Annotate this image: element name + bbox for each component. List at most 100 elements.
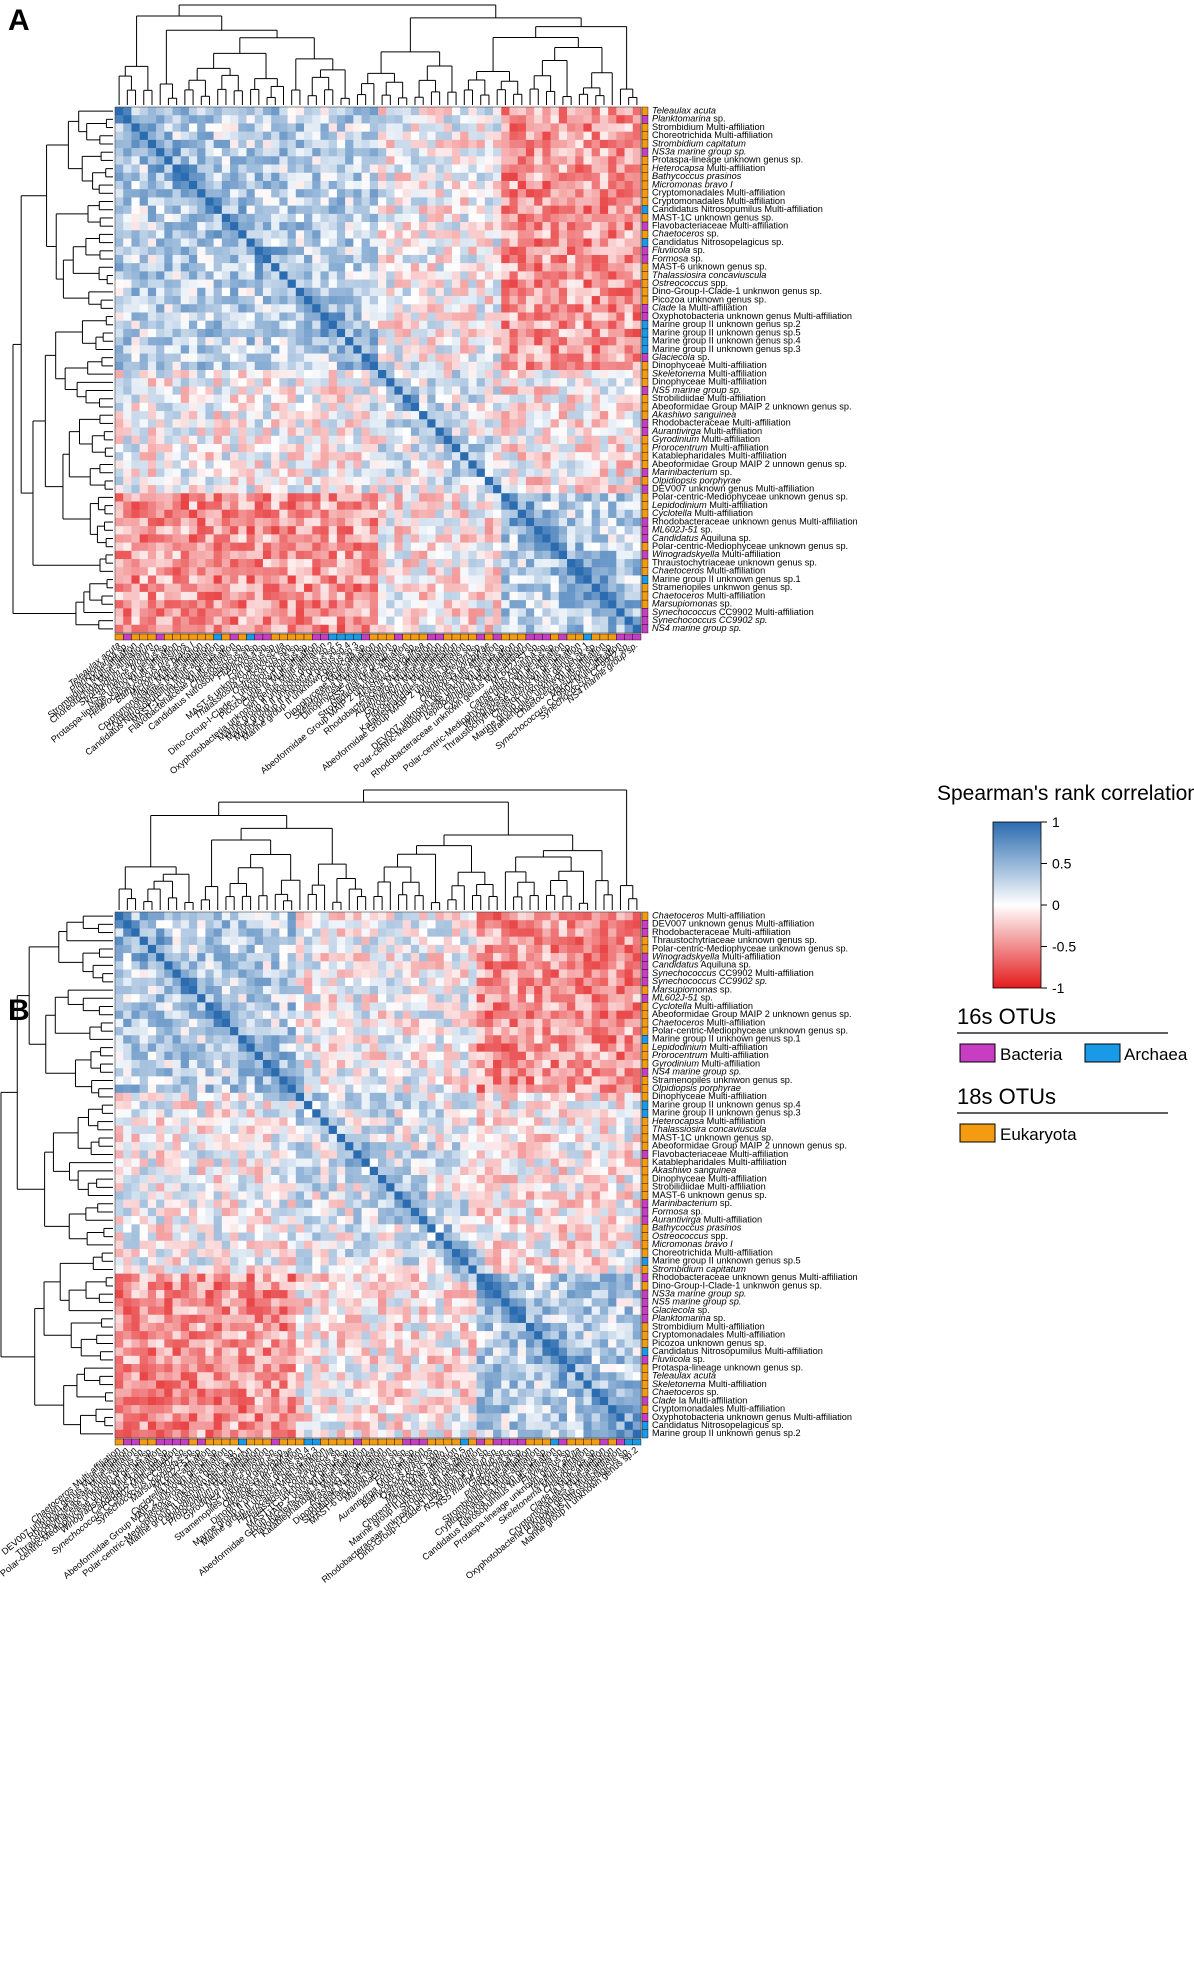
heatmap-cell [608, 920, 616, 928]
heatmap-cell [542, 452, 550, 460]
heatmap-cell [616, 115, 624, 123]
heatmap-cell [559, 329, 567, 337]
heatmap-cell [575, 115, 583, 123]
heatmap-cell [526, 378, 534, 386]
heatmap-cell [345, 534, 353, 542]
heatmap-cell [394, 345, 402, 353]
heatmap-cell [436, 510, 444, 518]
heatmap-cell [575, 510, 583, 518]
heatmap-cell [518, 460, 526, 468]
heatmap-cell [551, 592, 559, 600]
heatmap-cell [173, 502, 181, 510]
heatmap-cell [534, 526, 542, 534]
heatmap-cell [345, 304, 353, 312]
heatmap-cell [148, 115, 156, 123]
heatmap-cell [345, 469, 353, 477]
heatmap-cell [337, 510, 345, 518]
heatmap-cell [485, 156, 493, 164]
heatmap-cell [510, 526, 518, 534]
heatmap-cell [501, 493, 509, 501]
heatmap-cell [419, 460, 427, 468]
heatmap-cell [608, 140, 616, 148]
heatmap-cell [345, 617, 353, 625]
heatmap-cell [345, 411, 353, 419]
heatmap-cell [173, 370, 181, 378]
heatmap-cell [583, 304, 591, 312]
heatmap-cell [518, 247, 526, 255]
heatmap-cell [140, 559, 148, 567]
heatmap-cell [197, 263, 205, 271]
heatmap-cell [148, 107, 156, 115]
heatmap-cell [518, 543, 526, 551]
heatmap-cell [518, 920, 526, 928]
heatmap-cell [353, 115, 361, 123]
heatmap-cell [526, 608, 534, 616]
heatmap-cell [567, 321, 575, 329]
heatmap-cell [493, 239, 501, 247]
heatmap-cell [493, 296, 501, 304]
heatmap-cell [394, 140, 402, 148]
heatmap-cell [477, 263, 485, 271]
column-group-marker [419, 634, 427, 640]
heatmap-cell [189, 354, 197, 362]
heatmap-cell [542, 600, 550, 608]
heatmap-cell [197, 378, 205, 386]
heatmap-cell [123, 937, 131, 945]
heatmap-cell [583, 452, 591, 460]
heatmap-cell [230, 477, 238, 485]
heatmap-cell [542, 592, 550, 600]
heatmap-cell [477, 386, 485, 394]
heatmap-cell [485, 485, 493, 493]
heatmap-cell [534, 493, 542, 501]
heatmap-cell [164, 485, 172, 493]
heatmap-cell [460, 239, 468, 247]
heatmap-cell [559, 608, 567, 616]
heatmap-cell [148, 526, 156, 534]
heatmap-cell [329, 115, 337, 123]
heatmap-cell [633, 329, 641, 337]
row-group-marker [642, 214, 648, 222]
heatmap-cell [567, 928, 575, 936]
heatmap-cell [460, 460, 468, 468]
heatmap-cell [131, 222, 139, 230]
row-label: NS4 marine group sp. [652, 623, 741, 633]
heatmap-cell [140, 214, 148, 222]
heatmap-cell [403, 928, 411, 936]
heatmap-cell [534, 247, 542, 255]
heatmap-cell [156, 444, 164, 452]
heatmap-cell [378, 608, 386, 616]
heatmap-cell [534, 937, 542, 945]
heatmap-cell [255, 411, 263, 419]
heatmap-cell [181, 502, 189, 510]
heatmap-cell [271, 403, 279, 411]
heatmap-cell [156, 526, 164, 534]
heatmap-cell [329, 600, 337, 608]
heatmap-cell [468, 312, 476, 320]
heatmap-cell [370, 378, 378, 386]
heatmap-cell [238, 485, 246, 493]
heatmap-cell [551, 395, 559, 403]
heatmap-cell [567, 559, 575, 567]
heatmap-cell [625, 263, 633, 271]
heatmap-cell [436, 543, 444, 551]
heatmap-cell [173, 296, 181, 304]
heatmap-cell [370, 912, 378, 920]
heatmap-cell [304, 534, 312, 542]
heatmap-cell [501, 920, 509, 928]
heatmap-cell [378, 197, 386, 205]
heatmap-cell [452, 477, 460, 485]
row-group-marker [642, 362, 648, 370]
heatmap-cell [534, 206, 542, 214]
heatmap-cell [362, 370, 370, 378]
heatmap-cell [625, 386, 633, 394]
heatmap-cell [255, 928, 263, 936]
heatmap-cell [279, 247, 287, 255]
heatmap-cell [567, 148, 575, 156]
heatmap-cell [616, 928, 624, 936]
heatmap-cell [312, 937, 320, 945]
heatmap-cell [304, 510, 312, 518]
heatmap-cell [551, 584, 559, 592]
heatmap-cell [140, 912, 148, 920]
heatmap-cell [542, 197, 550, 205]
heatmap-cell [534, 559, 542, 567]
